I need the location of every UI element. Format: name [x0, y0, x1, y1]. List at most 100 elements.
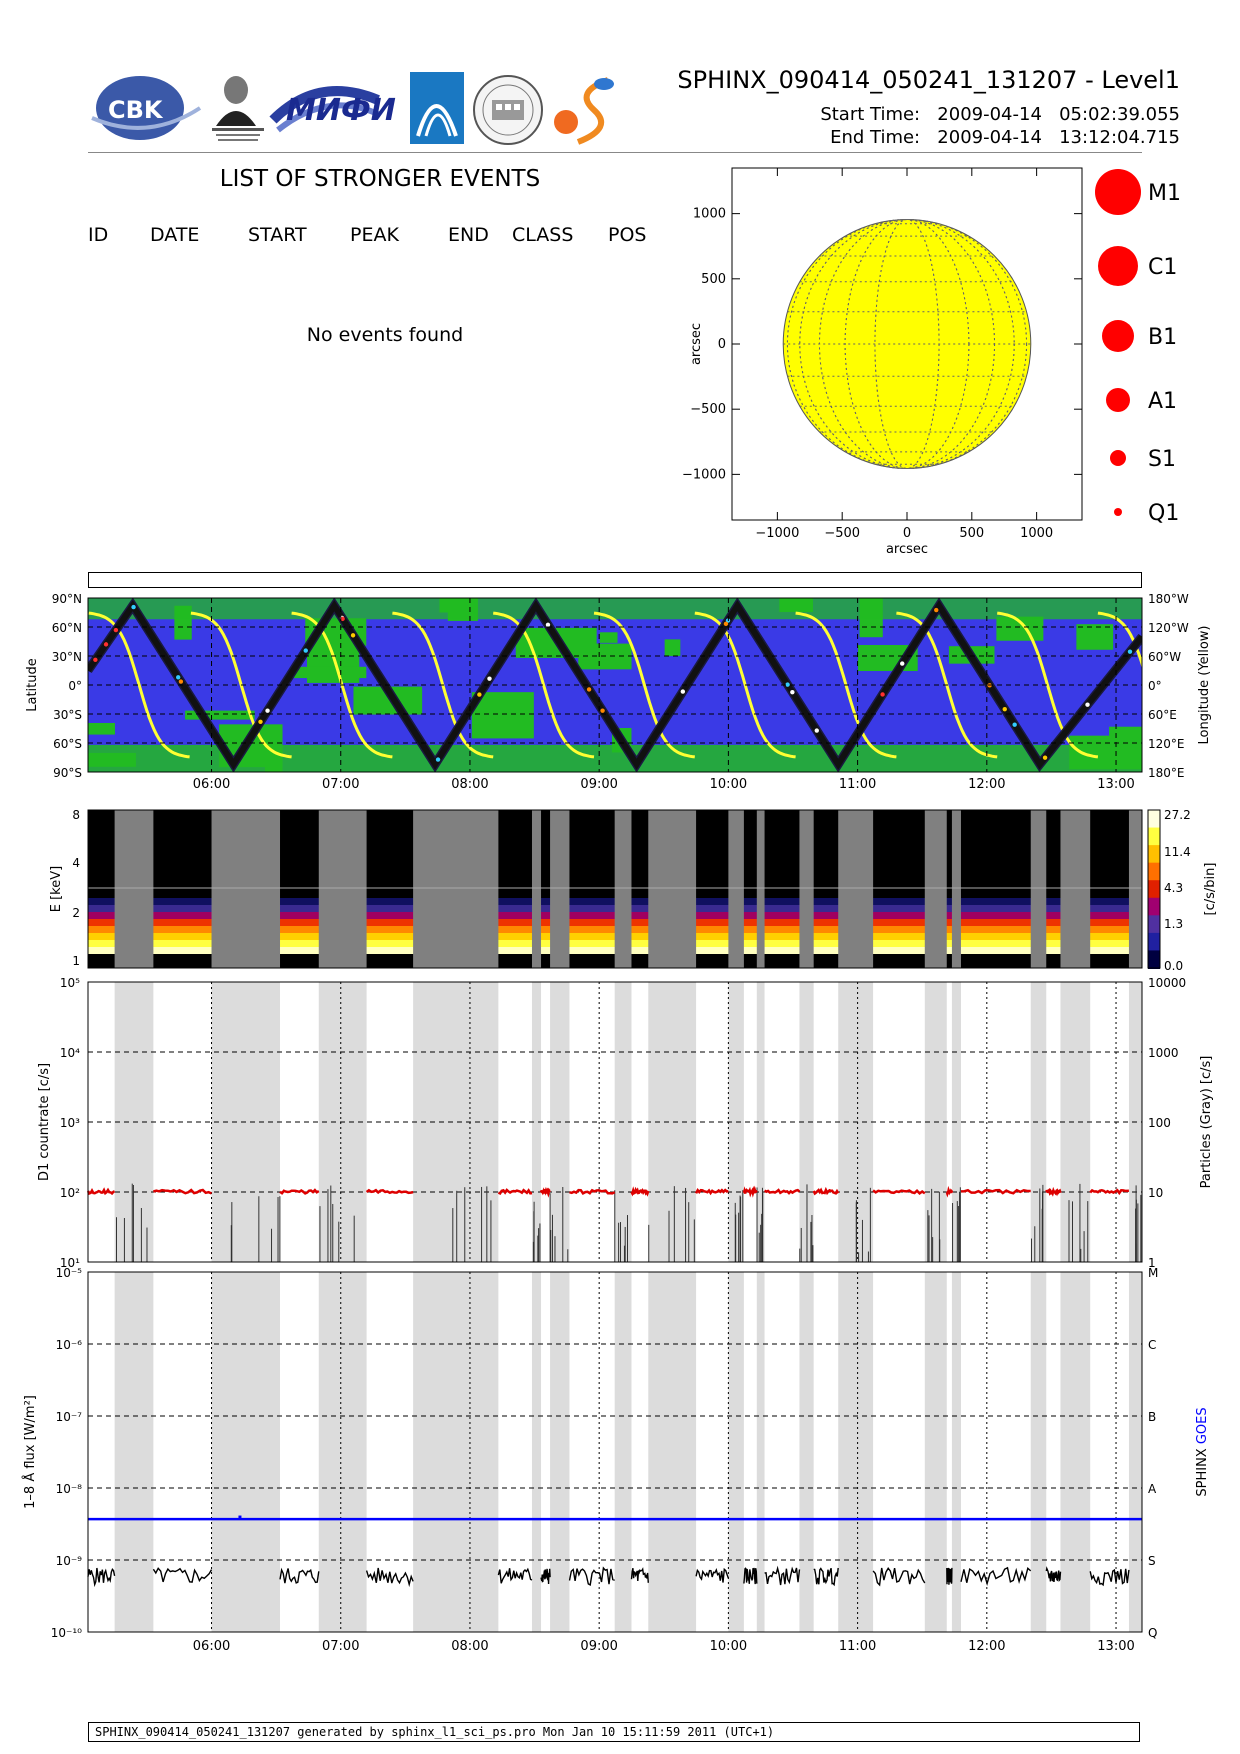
colorbar-tick-label: 1.3: [1164, 917, 1183, 931]
spectrogram-gap: [838, 810, 874, 968]
colorbar-segment: [1148, 932, 1160, 952]
flux-gap: [799, 1272, 814, 1632]
latitude-track-point: [340, 616, 345, 622]
flux-y2-axis-label: SPHINX GOES: [1195, 1407, 1210, 1496]
latitude-track-point: [435, 757, 441, 762]
latitude-track-point: [880, 692, 885, 697]
flux-gap: [413, 1272, 499, 1632]
countrate-y-axis-label: D1 countrate [c/s]: [37, 1063, 52, 1181]
flux-gap: [211, 1272, 281, 1632]
start-time: Start Time: 2009-04-14 05:02:39.055: [620, 104, 1180, 125]
orbit-y-tick-label: 0°: [68, 679, 82, 693]
countrate-series: [1089, 1188, 1129, 1196]
countrate-series: [279, 1188, 320, 1195]
flux-y-axis-label: 1–8 Å flux [W/m²]: [22, 1395, 38, 1509]
flux-gap: [838, 1272, 874, 1632]
latitude-track-point: [680, 689, 686, 694]
spectrogram-y-axis-label: E [keV]: [49, 866, 64, 912]
countrate-series: [960, 1188, 1031, 1195]
countrate-series: [812, 1186, 840, 1196]
colorbar-segment: [1148, 845, 1160, 864]
sphinx-series: [960, 1566, 1032, 1586]
longitude-curve: [1097, 611, 1142, 669]
orbit-y2-tick-label: 120°E: [1148, 737, 1185, 751]
countrate-y2-tick-label: 10: [1148, 1186, 1163, 1200]
orbit-x-tick-label: 10:00: [710, 777, 747, 792]
end-time-label: End Time:: [830, 127, 921, 148]
flux-y-tick-label: 10⁻⁷: [56, 1410, 83, 1424]
countrate-series: [497, 1188, 533, 1196]
flux-y-tick-label: 10⁻⁵: [56, 1266, 83, 1280]
orbit-y2-tick-label: 180°W: [1148, 592, 1189, 606]
flux-y-tick-label: 10⁻¹⁰: [51, 1626, 82, 1640]
latitude-track-point: [586, 687, 592, 692]
spectrogram-gap: [1030, 810, 1047, 968]
countrate-y2-tick-label: 1000: [1148, 1046, 1179, 1060]
countrate-series: [742, 1185, 758, 1198]
end-time-value: 2009-04-14 13:12:04.715: [937, 127, 1180, 148]
countrate-gap: [756, 982, 765, 1262]
countrate-y-tick-label: 10⁴: [60, 1046, 80, 1060]
countrate-series: [763, 1188, 801, 1195]
orbit-region-patch: [471, 692, 534, 739]
flux-y2-tick-label: S: [1148, 1554, 1156, 1568]
svg-text:МИФИ: МИФИ: [286, 93, 396, 128]
flux-y2-axis-label-goes: GOES: [1195, 1407, 1210, 1444]
spectrogram-gap: [318, 810, 367, 968]
events-col-id: ID: [88, 224, 109, 246]
report-title: SPHINX_090414_050241_131207 - Level1: [677, 66, 1180, 94]
flux-y2-tick-label: A: [1148, 1482, 1157, 1496]
flux-y-tick-label: 10⁻⁶: [56, 1338, 83, 1352]
spectrogram-gap: [211, 810, 281, 968]
orbit-y-axis-label: Latitude: [25, 658, 40, 712]
disk-x-tick-label: −500: [824, 526, 860, 541]
lebedev-portrait-logo: [212, 72, 264, 141]
orbit-region-patch: [664, 639, 681, 656]
orbit-y-tick-label: 90°S: [53, 766, 82, 780]
flux-x-tick-label: 07:00: [322, 1639, 359, 1654]
colorbar-segment: [1148, 950, 1160, 969]
sphinx-series: [630, 1567, 649, 1583]
latitude-track-point: [785, 682, 790, 687]
latitude-track-point: [600, 708, 605, 713]
sphinx-series: [1045, 1566, 1062, 1582]
orbit-x-tick-label: 13:00: [1097, 777, 1134, 792]
countrate-y2-tick-label: 1: [1148, 1256, 1156, 1270]
spectrogram-gap: [799, 810, 814, 968]
latitude-track-point: [545, 622, 551, 628]
flux-gap: [924, 1272, 947, 1632]
orbit-region-patch: [1076, 624, 1114, 650]
longitude-curve: [88, 611, 190, 759]
countrate-series: [630, 1186, 650, 1197]
latitude-track-point: [477, 692, 482, 697]
spectrogram-gap: [114, 810, 154, 968]
flux-x-tick-label: 06:00: [193, 1639, 230, 1654]
sphinx-series: [568, 1566, 615, 1586]
seal-logo: [473, 75, 543, 145]
disk-x-tick-label: 0: [903, 526, 911, 541]
colorbar-segment: [1148, 810, 1160, 829]
disk-x-tick-label: 500: [959, 526, 984, 541]
flux-y2-tick-label: B: [1148, 1410, 1156, 1424]
orbit-y2-tick-label: 60°W: [1148, 650, 1181, 664]
miphi-logo: МИФИ: [269, 86, 396, 133]
countrate-y2-axis-label: Particles (Gray) [c/s]: [1199, 1056, 1214, 1189]
flare-legend-marker: [1114, 508, 1122, 516]
flux-gap: [728, 1272, 744, 1632]
countrate-series: [365, 1188, 414, 1195]
latitude-track-point: [900, 661, 905, 666]
disk-x-tick-label: 1000: [1020, 526, 1053, 541]
sphinx-series: [152, 1567, 213, 1583]
orbit-y-tick-label: 90°N: [52, 592, 82, 606]
countrate-y-tick-label: 10²: [60, 1186, 80, 1200]
spectrogram-y-tick-label: 1: [72, 954, 80, 968]
orbit-y2-tick-label: 0°: [1148, 679, 1162, 693]
flux-gap: [648, 1272, 697, 1632]
flare-legend-label: S1: [1148, 447, 1176, 472]
latitude-track-point: [1002, 706, 1007, 712]
orbit-y-tick-label: 60°S: [53, 737, 82, 751]
flux-x-tick-label: 12:00: [968, 1639, 1005, 1654]
flare-legend-marker: [1095, 169, 1141, 215]
header-divider: [88, 152, 1142, 153]
countrate-y2-tick-label: 10000: [1148, 976, 1186, 990]
